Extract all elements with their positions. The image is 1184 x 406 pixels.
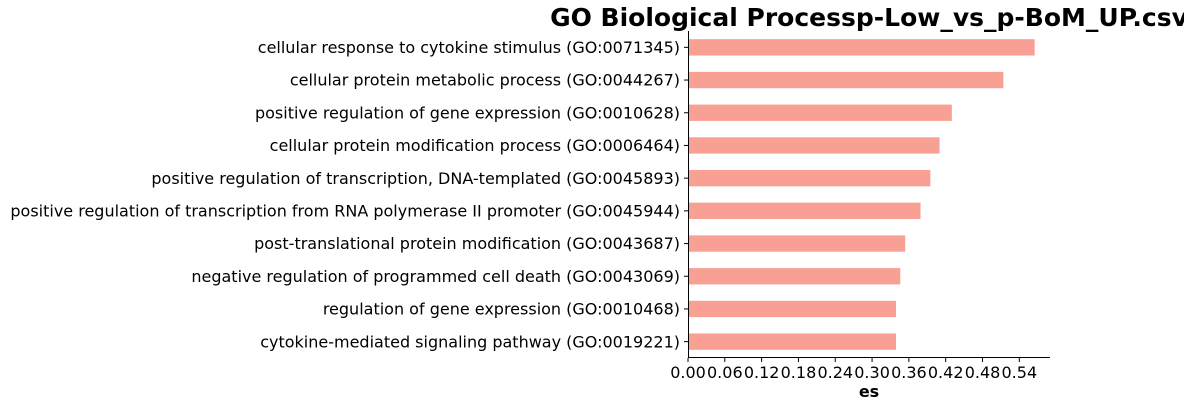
bar-6 <box>689 202 921 220</box>
category-label: negative regulation of programmed cell d… <box>191 267 680 286</box>
bar-4 <box>689 137 940 154</box>
x-tick-label: 0.30 <box>854 363 890 382</box>
x-tick-label: 0.48 <box>965 363 1001 382</box>
bar-1 <box>689 39 1035 56</box>
category-label: positive regulation of transcription fro… <box>10 201 680 220</box>
x-tick-label: 0.18 <box>781 363 817 382</box>
category-label: cellular protein modification process (G… <box>270 136 680 155</box>
x-axis-label: es <box>859 382 879 401</box>
category-label: regulation of gene expression (GO:001046… <box>323 300 680 319</box>
bar-9 <box>689 300 896 318</box>
bar-5 <box>689 169 931 187</box>
x-tick-label: 0.06 <box>707 363 743 382</box>
bar-2 <box>689 71 1004 89</box>
bar-10 <box>689 333 896 350</box>
bar-3 <box>689 104 952 121</box>
category-labels: cellular response to cytokine stimulus (… <box>10 38 680 351</box>
bar-8 <box>689 268 901 285</box>
x-axis-ticks: 0.00 0.06 0.12 0.18 0.24 0.30 0.36 0.42 0.48 0.54 <box>670 46 1038 382</box>
category-label: cytokine-mediated signaling pathway (GO:… <box>260 332 680 351</box>
x-tick-label: 0.24 <box>817 363 853 382</box>
category-label: post-translational protein modification … <box>254 234 680 253</box>
x-tick-label: 0.00 <box>670 363 706 382</box>
bar-7 <box>689 235 906 252</box>
bars-layer <box>689 39 1035 350</box>
x-tick-label: 0.54 <box>1002 363 1038 382</box>
chart-title: GO Biological Processp-Low_vs_p-BoM_UP.c… <box>550 3 1184 32</box>
x-tick-label: 0.12 <box>744 363 780 382</box>
category-label: positive regulation of transcription, DN… <box>151 169 680 188</box>
x-tick-label: 0.42 <box>928 363 964 382</box>
x-tick-label: 0.36 <box>891 363 927 382</box>
category-label: positive regulation of gene expression (… <box>255 103 680 122</box>
category-label: cellular response to cytokine stimulus (… <box>258 38 680 57</box>
category-label: cellular protein metabolic process (GO:0… <box>290 71 680 90</box>
